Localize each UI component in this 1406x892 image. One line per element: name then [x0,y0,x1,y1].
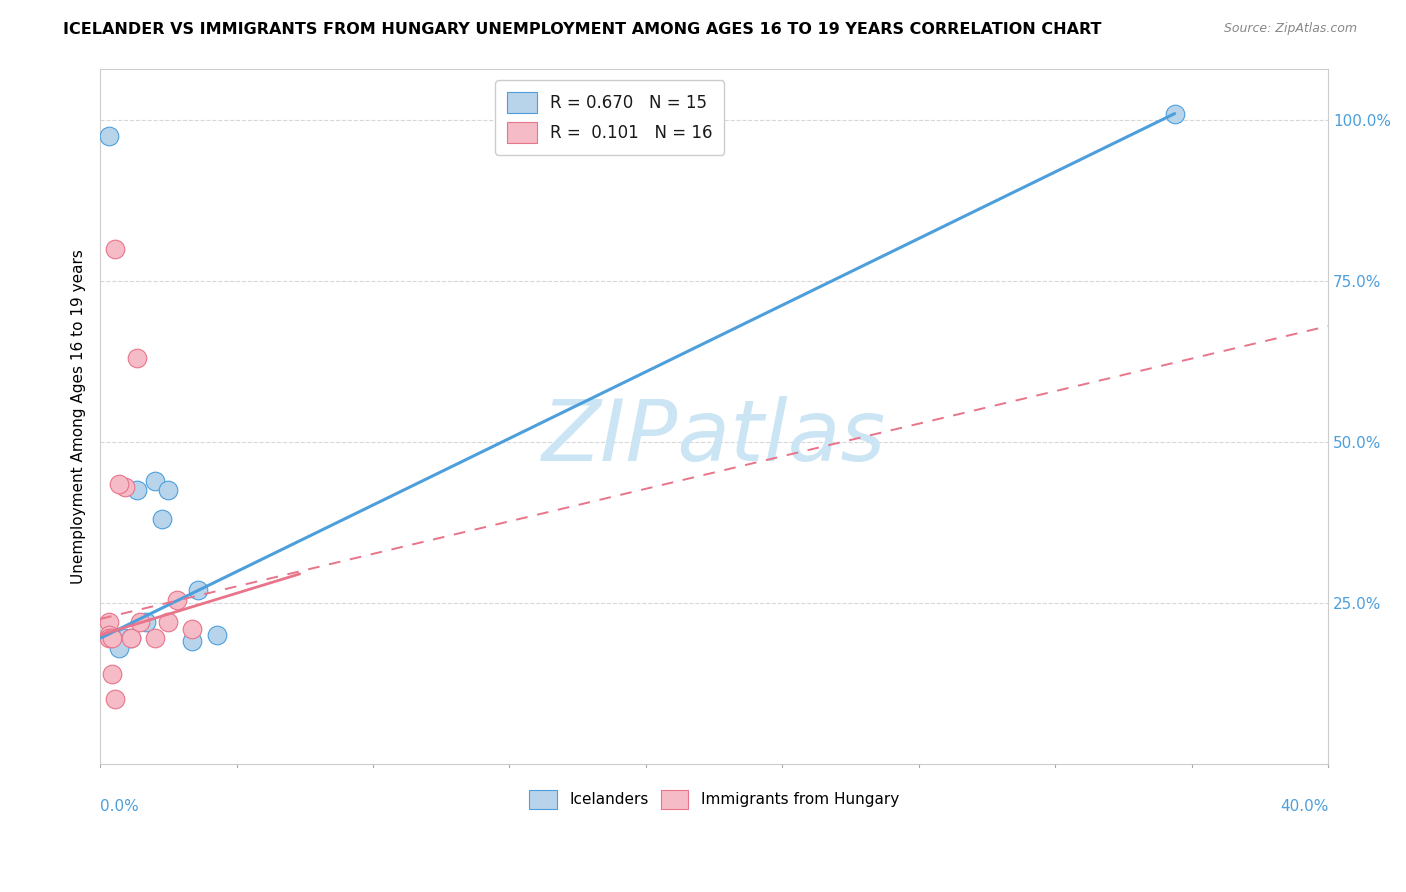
Point [114,632,136,646]
Point [101,666,124,681]
Text: ZIPatlas: ZIPatlas [541,395,886,478]
Point [101,632,124,646]
Point [1163,106,1185,120]
Point [98,615,121,630]
Point [104,632,127,646]
Point [125,351,148,366]
Point [107,640,129,655]
Point [101,632,124,646]
Point [156,483,179,498]
Point [150,512,173,526]
Point [187,582,209,597]
Point [98,628,121,642]
Point [145,474,167,488]
Text: 40.0%: 40.0% [1279,798,1329,814]
Legend: Icelanders, Immigrants from Hungary: Icelanders, Immigrants from Hungary [523,783,905,815]
Point [166,592,188,607]
Point [104,242,127,256]
Point [98,632,121,646]
Point [120,632,142,646]
Point [181,634,204,648]
Point [104,692,127,706]
Y-axis label: Unemployment Among Ages 16 to 19 years: Unemployment Among Ages 16 to 19 years [72,249,86,583]
Point [107,476,129,491]
Point [145,632,167,646]
Point [114,480,136,494]
Point [129,615,152,630]
Text: ICELANDER VS IMMIGRANTS FROM HUNGARY UNEMPLOYMENT AMONG AGES 16 TO 19 YEARS CORR: ICELANDER VS IMMIGRANTS FROM HUNGARY UNE… [63,22,1102,37]
Point [156,615,179,630]
Point [120,632,142,646]
Point [205,628,228,642]
Point [125,483,148,498]
Point [181,622,204,636]
Point [135,615,157,630]
Point [98,129,121,144]
Text: Source: ZipAtlas.com: Source: ZipAtlas.com [1223,22,1357,36]
Text: 0.0%: 0.0% [100,798,139,814]
